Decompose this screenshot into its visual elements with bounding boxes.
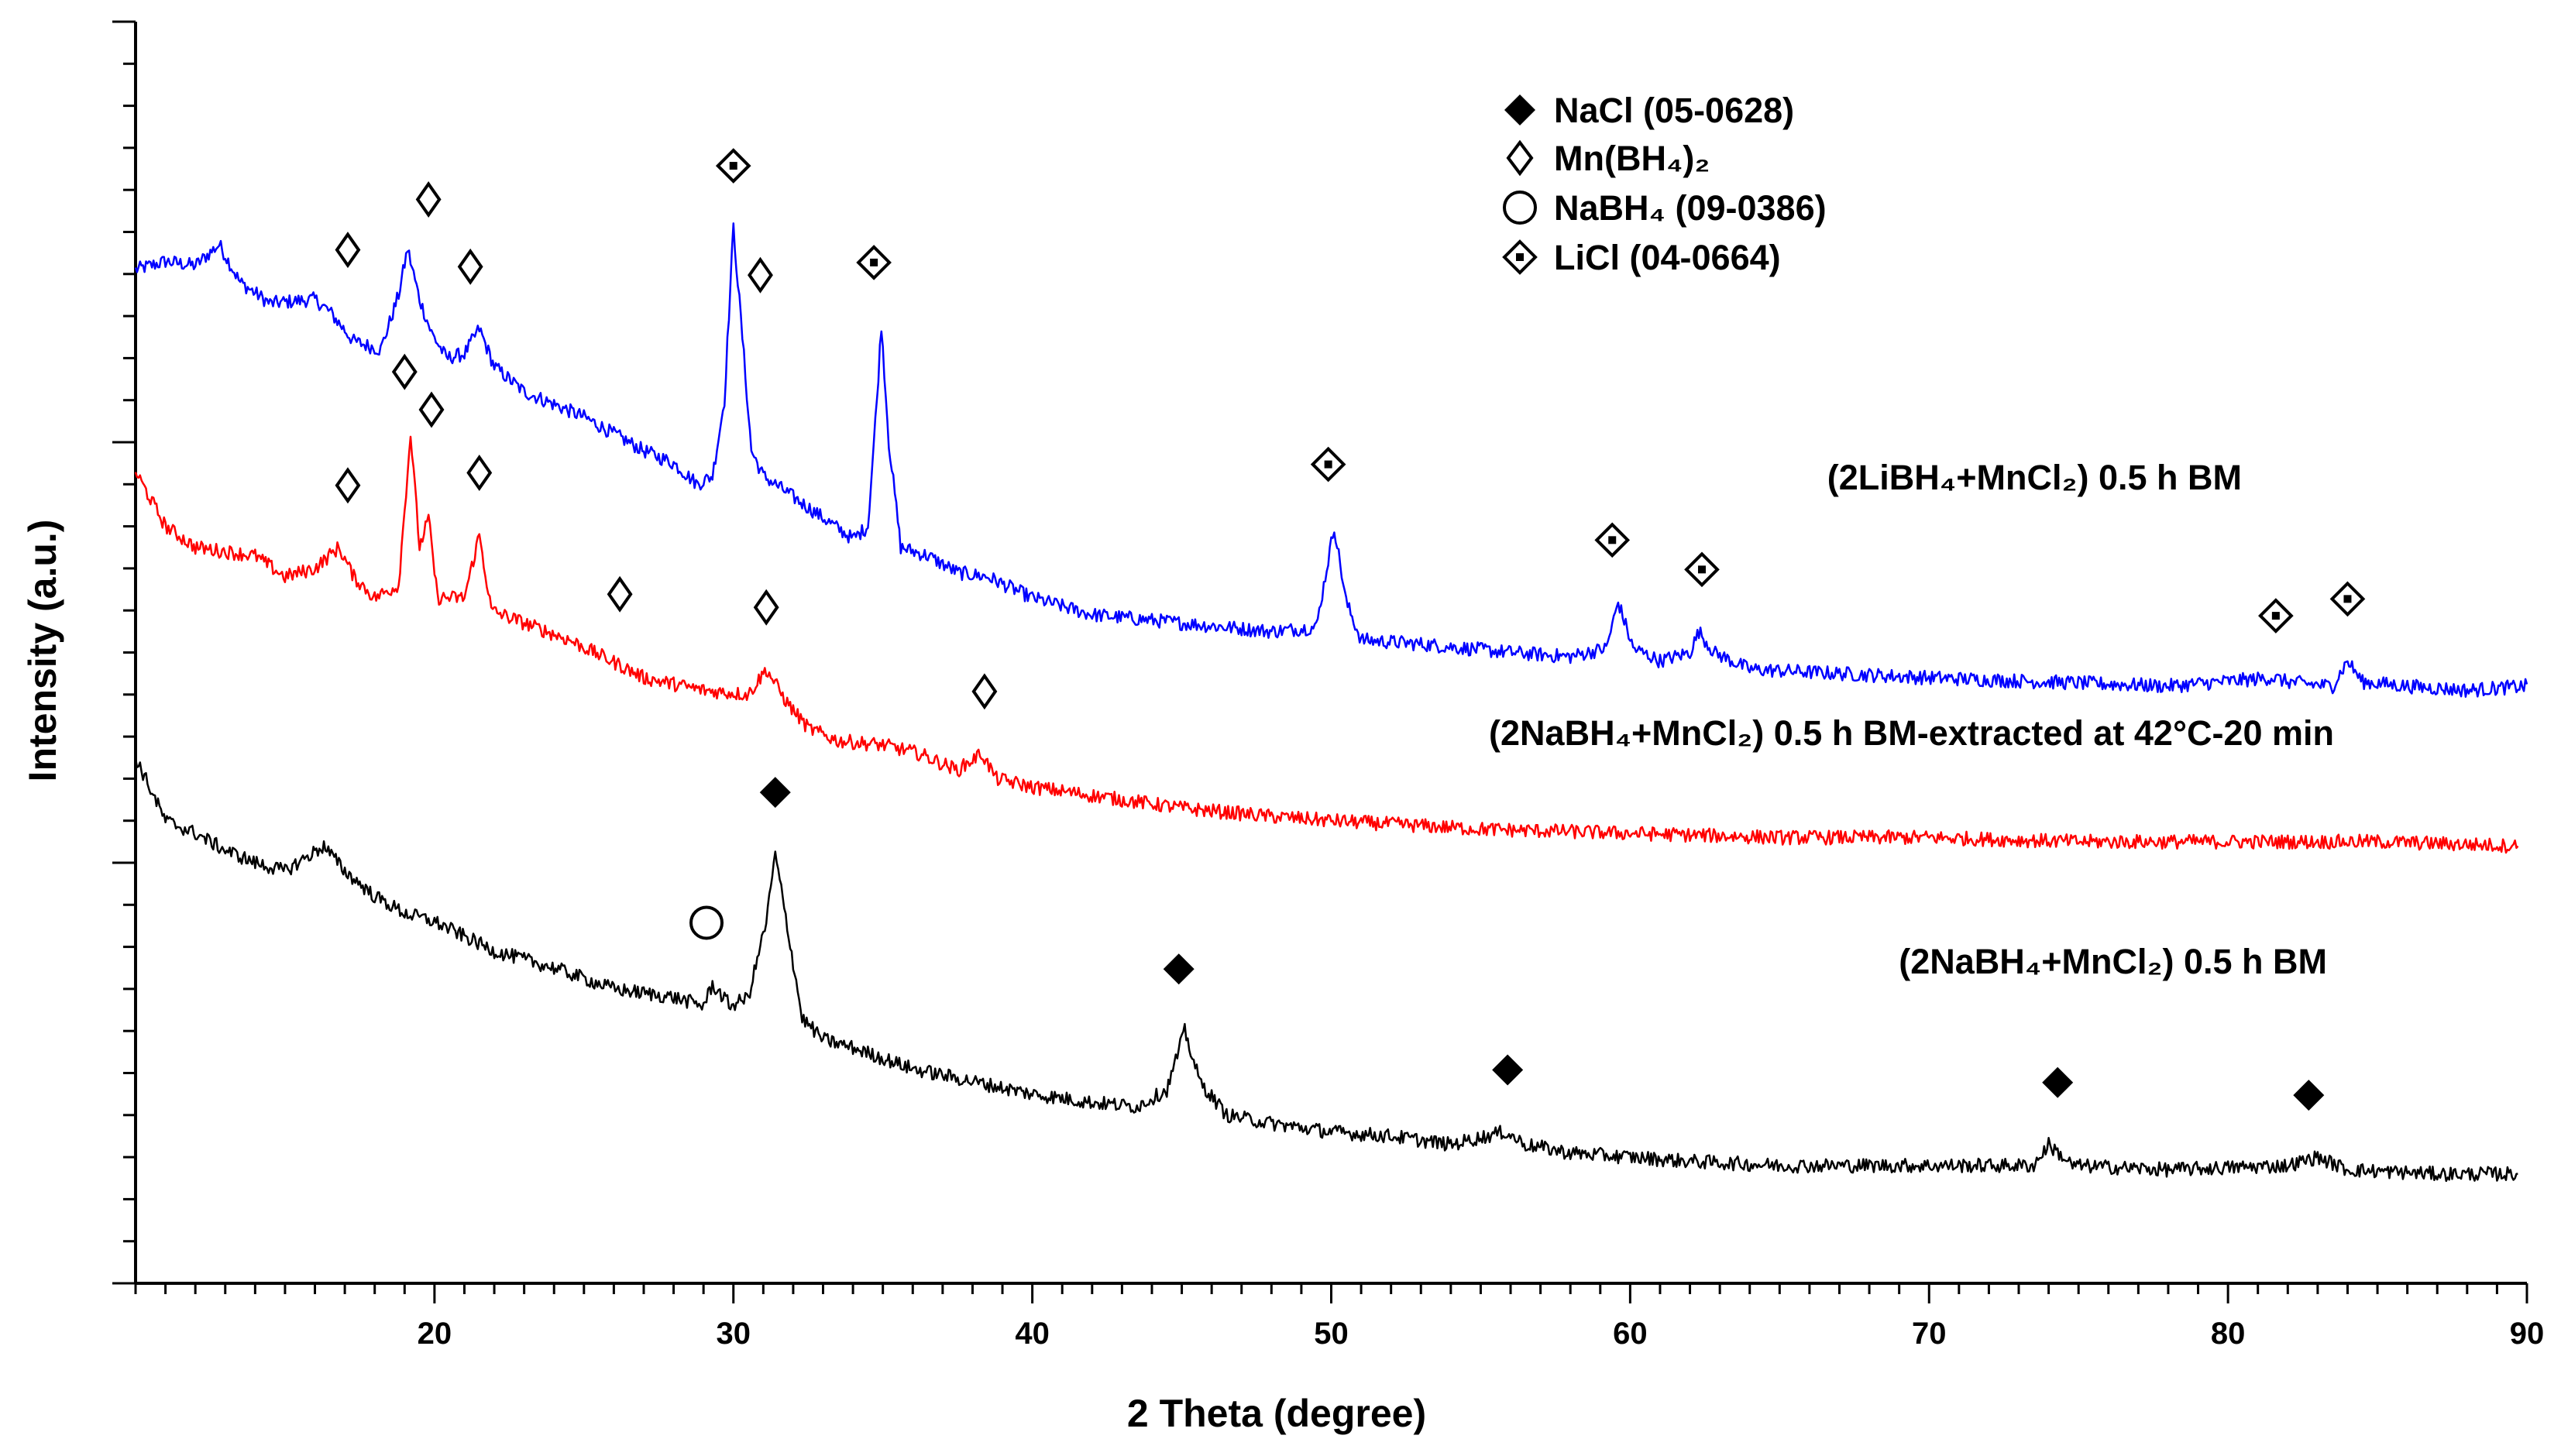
licl-marker-center: [2343, 595, 2352, 603]
mnbh4-marker: [391, 353, 418, 390]
mnbh4-marker: [457, 248, 483, 285]
legend-item-nacl: NaCl (05-0628): [1504, 91, 1794, 130]
mnbh4-marker: [415, 181, 442, 218]
phase-marker-layer: [335, 148, 2366, 1111]
series-label-nabh4-extracted: (2NaBH₄+MnCl₂) 0.5 h BM-extracted at 42°…: [1489, 713, 2334, 753]
mnbh4-marker: [607, 575, 633, 613]
mnbh4-marker: [418, 391, 445, 428]
licl-marker-center: [729, 162, 737, 170]
open-circle-icon: [1503, 191, 1537, 225]
axes: 20 30 40 50 60 70 80 90: [112, 20, 2545, 1351]
series-line-2: [134, 757, 2518, 1183]
legend-item-licl: LiCl (04-0664): [1502, 238, 1781, 277]
legend-label-licl: LiCl (04-0664): [1554, 238, 1781, 277]
open-diamond-icon: [1506, 139, 1534, 177]
series-layer: [134, 222, 2528, 1183]
licl-marker-center: [870, 258, 878, 266]
mnbh4-marker: [971, 673, 998, 710]
dotted-diamond-center: [1516, 253, 1524, 261]
licl-marker-center: [2271, 612, 2280, 620]
x-axis-title: 2 Theta (degree): [1127, 1392, 1426, 1435]
series-line-0: [134, 222, 2528, 698]
mnbh4-marker: [753, 589, 779, 626]
series-line-1: [134, 435, 2519, 854]
mnbh4-marker: [466, 454, 493, 491]
mnbh4-marker: [335, 232, 361, 269]
legend-label-nabh4: NaBH₄ (09-0386): [1554, 188, 1827, 228]
nacl-marker: [2042, 1066, 2074, 1098]
legend: NaCl (05-0628) Mn(BH₄)₂ NaBH₄ (09-0386) …: [1502, 91, 1827, 277]
x-tick-label: 40: [1015, 1317, 1050, 1351]
x-tick-label: 50: [1314, 1317, 1349, 1351]
x-tick-label: 90: [2510, 1317, 2545, 1351]
nabh4-marker: [689, 905, 724, 940]
licl-marker-center: [1324, 460, 1332, 469]
nacl-marker: [2293, 1080, 2325, 1111]
series-label-nabh4: (2NaBH₄+MnCl₂) 0.5 h BM: [1899, 942, 2327, 981]
nacl-marker: [1163, 953, 1195, 985]
series-label-libh4: (2LiBH₄+MnCl₂) 0.5 h BM: [1827, 458, 2242, 497]
x-tick-label: 60: [1613, 1317, 1648, 1351]
nacl-marker: [759, 777, 791, 809]
x-tick-label: 80: [2211, 1317, 2246, 1351]
legend-label-nacl: NaCl (05-0628): [1554, 91, 1794, 130]
filled-diamond-icon: [1504, 94, 1535, 125]
legend-item-mnbh4: Mn(BH₄)₂: [1506, 139, 1710, 178]
nacl-marker: [1492, 1054, 1524, 1086]
mnbh4-marker: [335, 467, 361, 504]
y-axis-title: Intensity (a.u.): [21, 520, 64, 782]
licl-marker-center: [1608, 536, 1617, 544]
x-tick-label: 30: [717, 1317, 751, 1351]
licl-marker-center: [1697, 565, 1706, 574]
x-tick-label: 70: [1912, 1317, 1947, 1351]
x-tick-label: 20: [418, 1317, 452, 1351]
mnbh4-marker: [748, 256, 773, 294]
legend-item-nabh4: NaBH₄ (09-0386): [1503, 188, 1827, 228]
legend-label-mnbh4: Mn(BH₄)₂: [1554, 139, 1710, 178]
